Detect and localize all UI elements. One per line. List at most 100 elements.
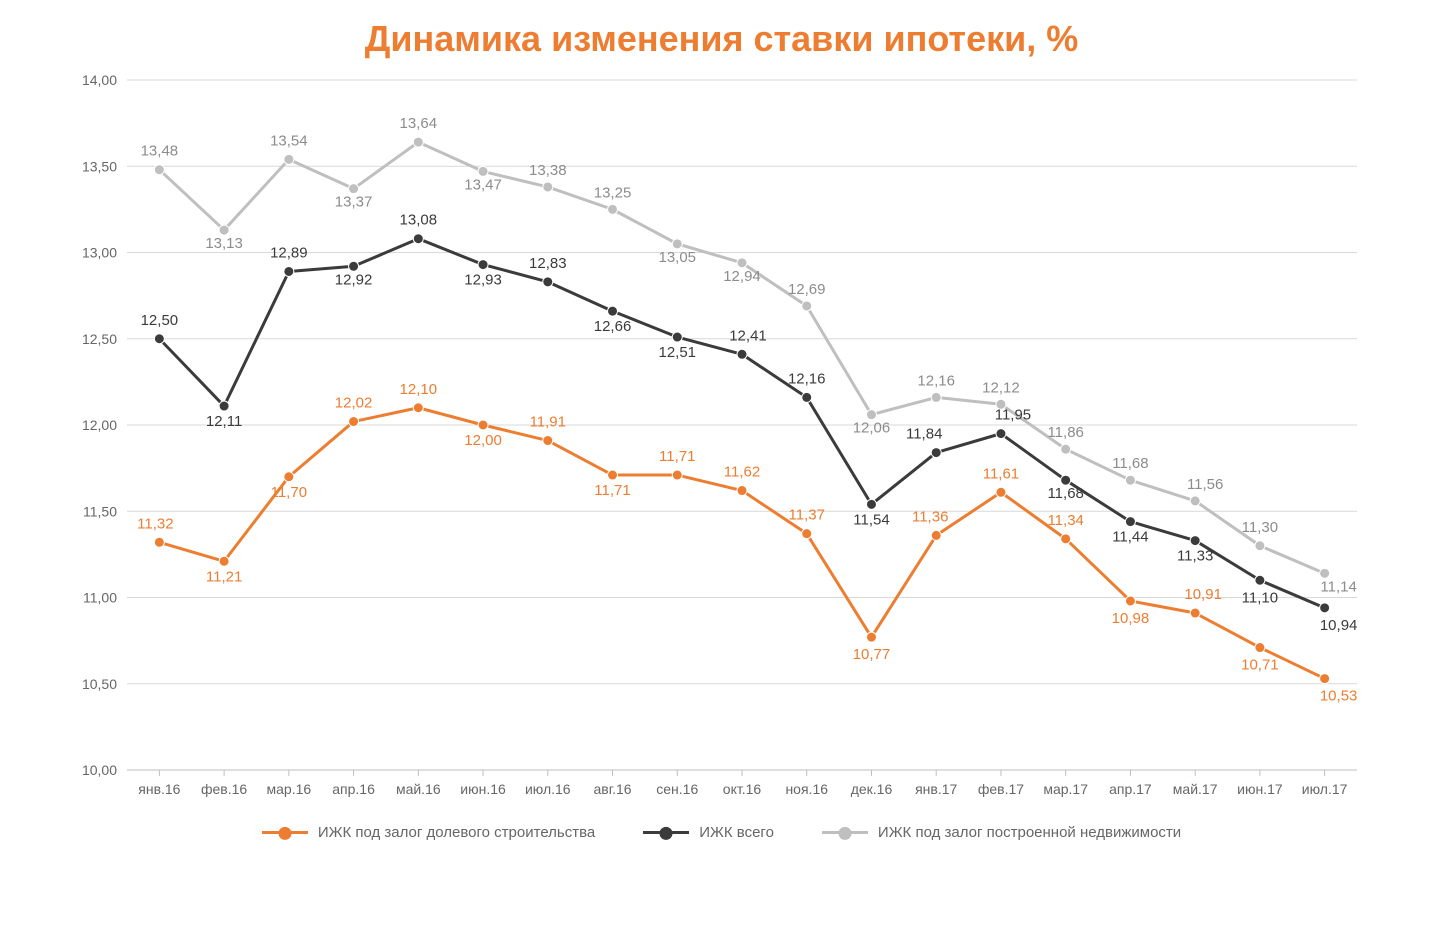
data-label-s1: 12,00 <box>464 432 502 449</box>
series-marker-s3 <box>413 137 423 147</box>
series-marker-s2 <box>542 277 552 287</box>
x-tick-label: июн.17 <box>1237 781 1283 797</box>
legend-item-s2: ИЖК всего <box>643 824 774 841</box>
series-marker-s2 <box>1319 603 1329 613</box>
data-label-s1: 10,71 <box>1241 657 1279 674</box>
series-marker-s1 <box>995 487 1005 497</box>
series-marker-s3 <box>1190 496 1200 506</box>
line-chart-svg: 10,0010,5011,0011,5012,0012,5013,0013,50… <box>57 60 1387 810</box>
series-line-s1 <box>159 408 1324 679</box>
series-marker-s1 <box>219 556 229 566</box>
series-marker-s1 <box>866 632 876 642</box>
x-tick-label: янв.17 <box>915 781 957 797</box>
x-tick-label: янв.16 <box>138 781 180 797</box>
x-tick-label: мар.16 <box>266 781 311 797</box>
data-label-s3: 11,14 <box>1320 578 1356 595</box>
y-tick-label: 11,50 <box>83 503 117 519</box>
series-marker-s3 <box>737 258 747 268</box>
data-label-s2: 12,92 <box>334 271 372 288</box>
data-label-s2: 12,16 <box>787 370 825 387</box>
series-marker-s3 <box>1060 444 1070 454</box>
series-marker-s1 <box>154 537 164 547</box>
data-label-s1: 11,70 <box>270 484 306 501</box>
chart-legend: ИЖК под залог долевого строительства ИЖК … <box>0 824 1443 841</box>
x-tick-label: ноя.16 <box>785 781 828 797</box>
x-tick-label: дек.16 <box>850 781 892 797</box>
series-marker-s2 <box>737 349 747 359</box>
x-tick-label: май.16 <box>395 781 440 797</box>
series-marker-s1 <box>801 529 811 539</box>
data-label-s1: 10,53 <box>1319 688 1357 705</box>
data-label-s3: 11,30 <box>1241 519 1277 536</box>
series-marker-s1 <box>1319 674 1329 684</box>
x-tick-label: июл.16 <box>524 781 570 797</box>
data-label-s2: 11,84 <box>905 426 941 443</box>
data-label-s3: 13,47 <box>464 176 502 193</box>
data-label-s1: 10,91 <box>1184 586 1222 603</box>
data-label-s2: 11,95 <box>994 407 1030 424</box>
series-marker-s1 <box>1190 608 1200 618</box>
data-label-s1: 10,77 <box>852 646 890 663</box>
x-tick-label: окт.16 <box>722 781 761 797</box>
y-tick-label: 12,00 <box>81 417 116 433</box>
series-marker-s1 <box>283 472 293 482</box>
y-tick-label: 13,50 <box>81 158 116 174</box>
data-label-s2: 11,68 <box>1047 485 1083 502</box>
data-label-s1: 11,91 <box>529 414 565 431</box>
data-label-s2: 12,66 <box>593 318 631 335</box>
data-label-s1: 11,62 <box>723 464 759 481</box>
data-label-s3: 11,56 <box>1186 476 1222 493</box>
series-marker-s3 <box>283 154 293 164</box>
y-tick-label: 10,50 <box>81 676 116 692</box>
series-marker-s2 <box>672 332 682 342</box>
series-marker-s1 <box>413 403 423 413</box>
series-line-s2 <box>159 239 1324 608</box>
data-label-s1: 11,37 <box>788 507 824 524</box>
data-label-s3: 13,25 <box>593 184 631 201</box>
data-label-s3: 12,12 <box>982 379 1020 396</box>
x-tick-label: май.17 <box>1172 781 1217 797</box>
data-label-s3: 13,05 <box>658 249 696 266</box>
data-label-s2: 12,83 <box>529 255 567 272</box>
chart-title: Динамика изменения ставки ипотеки, % <box>0 18 1443 60</box>
data-label-s3: 13,38 <box>529 162 567 179</box>
data-label-s1: 12,02 <box>334 395 372 412</box>
series-marker-s1 <box>478 420 488 430</box>
legend-label: ИЖК всего <box>699 824 774 841</box>
legend-item-s3: ИЖК под залог построенной недвижимости <box>822 824 1181 841</box>
x-tick-label: апр.16 <box>332 781 375 797</box>
data-label-s1: 11,34 <box>1047 512 1083 529</box>
data-label-s3: 13,64 <box>399 115 437 132</box>
y-tick-label: 11,00 <box>83 590 117 606</box>
series-marker-s1 <box>542 436 552 446</box>
series-marker-s1 <box>607 470 617 480</box>
data-label-s1: 11,61 <box>982 465 1018 482</box>
legend-label: ИЖК под залог долевого строительства <box>318 824 595 841</box>
data-label-s3: 12,69 <box>787 281 825 298</box>
series-marker-s3 <box>154 165 164 175</box>
y-tick-label: 14,00 <box>81 72 116 88</box>
data-label-s1: 11,71 <box>659 448 695 465</box>
data-label-s3: 13,54 <box>270 132 308 149</box>
series-marker-s3 <box>348 184 358 194</box>
data-label-s2: 12,89 <box>270 244 308 261</box>
series-marker-s2 <box>931 448 941 458</box>
data-label-s3: 13,48 <box>140 143 178 160</box>
series-marker-s2 <box>1254 575 1264 585</box>
legend-swatch-s2 <box>643 831 689 834</box>
series-marker-s3 <box>801 301 811 311</box>
series-marker-s3 <box>607 204 617 214</box>
series-marker-s2 <box>219 401 229 411</box>
data-label-s1: 10,98 <box>1111 610 1149 627</box>
series-marker-s2 <box>1125 517 1135 527</box>
data-label-s2: 12,93 <box>464 272 502 289</box>
data-label-s2: 11,54 <box>853 511 889 528</box>
data-label-s3: 13,37 <box>334 194 372 211</box>
data-label-s3: 13,13 <box>205 235 243 252</box>
data-label-s1: 11,71 <box>594 482 630 499</box>
series-marker-s3 <box>219 225 229 235</box>
series-marker-s2 <box>866 499 876 509</box>
y-tick-label: 10,00 <box>81 762 116 778</box>
series-marker-s2 <box>283 266 293 276</box>
series-marker-s3 <box>1125 475 1135 485</box>
